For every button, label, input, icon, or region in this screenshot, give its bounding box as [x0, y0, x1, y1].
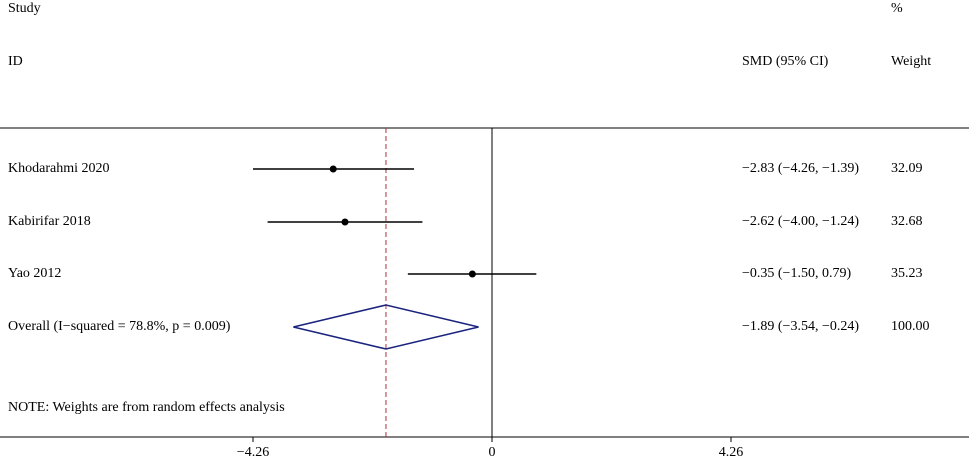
overall-effect-label: −1.89 (−3.54, −0.24)	[742, 319, 859, 334]
x-tick-label: 4.26	[719, 445, 744, 460]
overall-label: Overall (I−squared = 78.8%, p = 0.009)	[8, 319, 231, 334]
weight-header: Weight	[891, 54, 931, 69]
point-estimate	[341, 218, 349, 226]
id-header: ID	[8, 54, 23, 69]
weight-label: 32.09	[891, 161, 923, 176]
study-label: Kabirifar 2018	[8, 214, 91, 229]
study-header: Study	[8, 1, 41, 16]
percent-header: %	[891, 1, 903, 16]
point-estimate	[468, 270, 476, 278]
effect-label: −0.35 (−1.50, 0.79)	[742, 266, 851, 281]
note: NOTE: Weights are from random effects an…	[8, 400, 285, 415]
x-tick-label: −4.26	[237, 445, 269, 460]
point-estimate	[329, 165, 337, 173]
x-tick-label: 0	[489, 445, 496, 460]
effect-label: −2.62 (−4.00, −1.24)	[742, 214, 859, 229]
study-label: Khodarahmi 2020	[8, 161, 109, 176]
study-label: Yao 2012	[8, 266, 61, 281]
effect-label: −2.83 (−4.26, −1.39)	[742, 161, 859, 176]
weight-label: 32.68	[891, 214, 923, 229]
effect-header: SMD (95% CI)	[742, 54, 829, 69]
overall-weight-label: 100.00	[891, 319, 930, 334]
weight-label: 35.23	[891, 266, 923, 281]
overall-diamond	[293, 304, 479, 350]
